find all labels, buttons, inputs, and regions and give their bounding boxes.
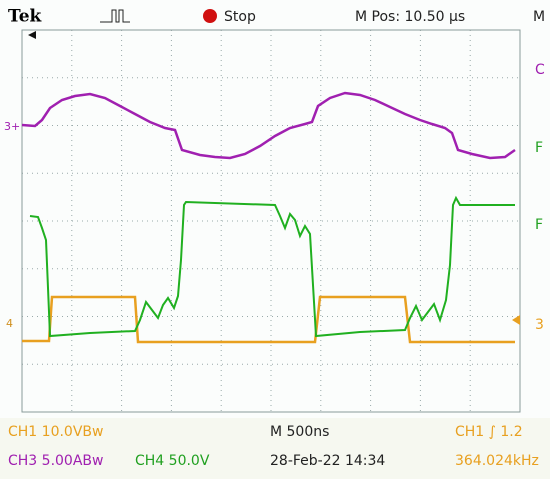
ch4-scale: CH4 50.0V bbox=[135, 453, 210, 469]
ch4-marker: 4 bbox=[6, 317, 13, 330]
trigger-level-marker bbox=[512, 315, 520, 325]
trigger-setting: CH1 ∫ 1.2 bbox=[455, 424, 523, 440]
graticule-frame bbox=[21, 29, 521, 413]
right-label: F bbox=[535, 140, 543, 156]
ch3-scale: CH3 5.00ABw bbox=[8, 453, 103, 469]
timestamp: 28-Feb-22 14:34 bbox=[270, 453, 385, 469]
trigger-state: Stop bbox=[224, 9, 256, 25]
right-label: F bbox=[535, 217, 543, 233]
stop-indicator bbox=[203, 9, 217, 23]
graticule bbox=[22, 30, 520, 412]
right-label: 3 bbox=[535, 317, 544, 333]
frequency: 364.024kHz bbox=[455, 453, 539, 469]
status-bar bbox=[0, 418, 550, 479]
ch1-trace bbox=[29, 195, 515, 338]
trigger-icon bbox=[100, 9, 130, 23]
horizontal-position: M Pos: 10.50 µs bbox=[355, 9, 465, 25]
timebase: M 500ns bbox=[270, 424, 329, 440]
right-label: C bbox=[535, 62, 545, 78]
ch4-trace bbox=[22, 295, 515, 344]
brand: Tek bbox=[8, 7, 43, 27]
ch3-trace bbox=[21, 91, 516, 160]
ch1-scale: CH1 10.0VBw bbox=[8, 424, 103, 440]
ch3-marker: 3+ bbox=[4, 120, 20, 133]
trigger-position-marker bbox=[28, 31, 36, 39]
menu-label: M bbox=[533, 9, 545, 25]
